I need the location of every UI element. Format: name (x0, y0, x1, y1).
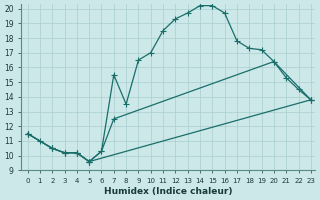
X-axis label: Humidex (Indice chaleur): Humidex (Indice chaleur) (104, 187, 232, 196)
